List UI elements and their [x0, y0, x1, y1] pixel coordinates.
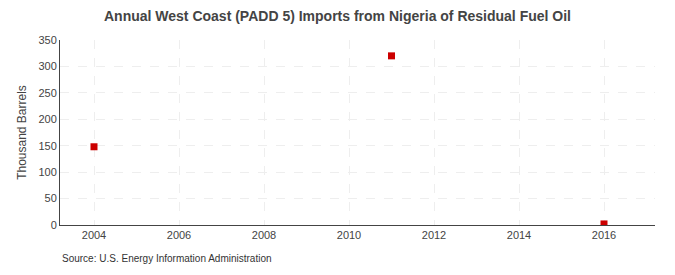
svg-text:350: 350: [38, 34, 56, 46]
svg-text:2008: 2008: [252, 229, 276, 241]
svg-text:2016: 2016: [592, 229, 616, 241]
svg-text:150: 150: [38, 140, 56, 152]
svg-text:100: 100: [38, 166, 56, 178]
svg-text:250: 250: [38, 87, 56, 99]
svg-text:2014: 2014: [507, 229, 531, 241]
svg-text:Thousand Barrels: Thousand Barrels: [15, 85, 29, 180]
svg-text:2010: 2010: [337, 229, 361, 241]
svg-text:200: 200: [38, 113, 56, 125]
svg-text:300: 300: [38, 60, 56, 72]
svg-text:Source: U.S. Energy Informatio: Source: U.S. Energy Information Administ…: [62, 253, 272, 264]
svg-text:50: 50: [45, 192, 57, 204]
svg-text:Annual West Coast (PADD 5) Imp: Annual West Coast (PADD 5) Imports from …: [104, 8, 571, 24]
svg-text:2006: 2006: [167, 229, 191, 241]
svg-text:2004: 2004: [82, 229, 106, 241]
svg-text:2012: 2012: [422, 229, 446, 241]
svg-text:0: 0: [51, 219, 57, 231]
